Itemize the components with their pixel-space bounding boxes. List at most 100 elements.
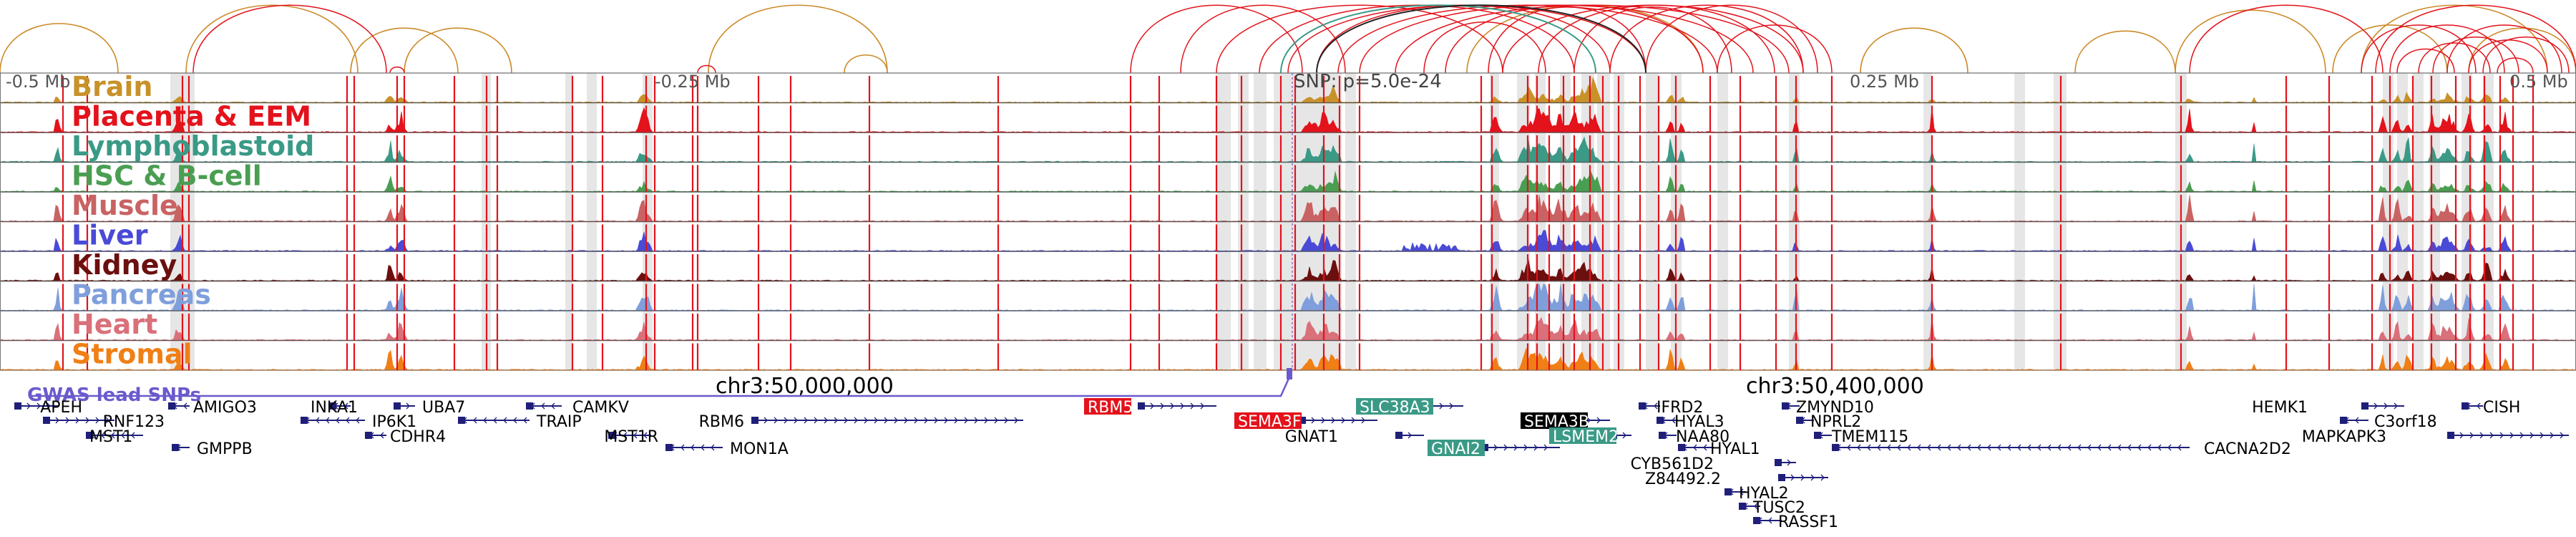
gene-label: HYAL3 <box>1674 413 1724 431</box>
loop-arc <box>1645 4 1818 74</box>
strand-arrow <box>85 417 89 424</box>
gene-exon <box>1796 417 1803 424</box>
loop-arc <box>844 54 888 74</box>
gene-exon <box>751 417 758 424</box>
track-label: Placenta & EEM <box>72 101 311 132</box>
strand-arrow <box>1004 417 1008 424</box>
loop-arc <box>2468 27 2576 74</box>
strand-arrow <box>55 417 59 424</box>
gene-label: NPRL2 <box>1810 413 1861 431</box>
loop-arc <box>1423 21 1546 74</box>
gene-highlight <box>1428 440 1485 456</box>
strand-arrow <box>2355 417 2359 424</box>
strand-arrow <box>2477 402 2481 410</box>
gene-exon <box>2462 402 2469 410</box>
strand-arrow <box>2127 444 2132 451</box>
gene-label: TRAIP <box>536 413 582 431</box>
strand-arrow <box>964 417 968 424</box>
strand-arrow <box>1857 444 1861 451</box>
gene-exon <box>1678 444 1685 451</box>
strand-arrow <box>75 417 79 424</box>
track-label: Stromal <box>72 339 192 370</box>
strand-arrow <box>2137 444 2142 451</box>
gene-label: RBM6 <box>699 413 744 431</box>
strand-arrow <box>95 417 99 424</box>
gene-label: MST1 <box>89 428 132 446</box>
loop-arc <box>1488 6 1646 74</box>
strand-arrow <box>2489 432 2494 439</box>
strand-arrow <box>551 402 555 410</box>
gene-exon <box>526 402 533 410</box>
loop-arc <box>2361 4 2548 74</box>
strand-arrow <box>1810 474 1815 481</box>
strand-arrow <box>794 417 798 424</box>
loop-arc <box>1337 4 1718 74</box>
strand-arrow <box>864 417 868 424</box>
loop-arc <box>1280 4 1596 74</box>
gene-exon <box>1782 402 1789 410</box>
strand-arrow <box>2077 444 2082 451</box>
track-label: Kidney <box>72 249 177 281</box>
strand-arrow <box>814 417 818 424</box>
strand-arrow <box>2459 432 2464 439</box>
strand-arrow <box>2479 432 2484 439</box>
gene-label: IP6K1 <box>372 413 416 431</box>
strand-arrow <box>523 417 527 424</box>
strand-arrow <box>994 417 998 424</box>
track-label: Lymphoblastoid <box>72 130 314 162</box>
axis-tick-label: -0.25 Mb <box>655 72 731 92</box>
gene-label: NAA80 <box>1676 428 1729 446</box>
top-axis: -0.5 Mb -0.25 Mb 0.25 Mb 0.5 Mb SNP: p=5… <box>6 71 2568 92</box>
strand-arrow <box>513 417 517 424</box>
gene-label: LSMEM2 <box>1553 428 1619 446</box>
strand-arrow <box>183 402 187 410</box>
strand-arrow <box>1170 402 1174 410</box>
gene-label: HYAL1 <box>1710 440 1760 458</box>
gene-exon <box>2447 432 2454 439</box>
strand-arrow <box>2087 444 2092 451</box>
strand-arrow <box>483 417 487 424</box>
strand-arrow <box>1622 432 1626 439</box>
gene-label: ZMYND10 <box>1796 399 1874 417</box>
strand-arrow <box>2157 444 2162 451</box>
strand-arrow <box>1439 402 1443 410</box>
strand-arrow <box>541 402 545 410</box>
chromatin-loops <box>0 4 2576 74</box>
strand-arrow <box>493 417 497 424</box>
loop-arc <box>1130 4 1303 74</box>
gene-exon <box>2361 402 2368 410</box>
gene-label: MON1A <box>730 440 789 458</box>
strand-arrow <box>924 417 928 424</box>
coordinate-label: chr3:50,400,000 <box>1746 374 1924 399</box>
gene-exon <box>1832 444 1839 451</box>
strand-arrow <box>1341 417 1345 424</box>
strand-arrow <box>1160 402 1164 410</box>
strand-arrow <box>844 417 848 424</box>
track-label: HSC & B-cell <box>72 160 262 192</box>
track-label: Brain <box>72 71 152 102</box>
loop-arc <box>2497 57 2534 74</box>
strand-arrow <box>1787 459 1791 466</box>
strand-arrow <box>1596 417 1601 424</box>
loop-arc <box>1445 4 1704 74</box>
gene-exon <box>1639 402 1646 410</box>
strand-arrow <box>824 417 828 424</box>
gene-exon <box>1739 503 1746 510</box>
strand-arrow <box>2550 432 2554 439</box>
strand-arrow <box>2017 444 2021 451</box>
strand-arrow <box>874 417 878 424</box>
strand-arrow <box>1150 402 1154 410</box>
strand-arrow <box>2394 402 2398 410</box>
strand-arrow <box>984 417 988 424</box>
strand-arrow <box>406 402 410 410</box>
strand-arrow <box>2177 444 2182 451</box>
strand-arrow <box>1351 417 1355 424</box>
loop-arc <box>1609 4 1804 74</box>
strand-arrow <box>2057 444 2062 451</box>
gene-exon <box>1753 517 1760 524</box>
strand-arrow <box>336 417 340 424</box>
strand-arrow <box>1493 444 1498 451</box>
loop-arc <box>2361 24 2477 74</box>
gene-highlight <box>1521 412 1588 429</box>
